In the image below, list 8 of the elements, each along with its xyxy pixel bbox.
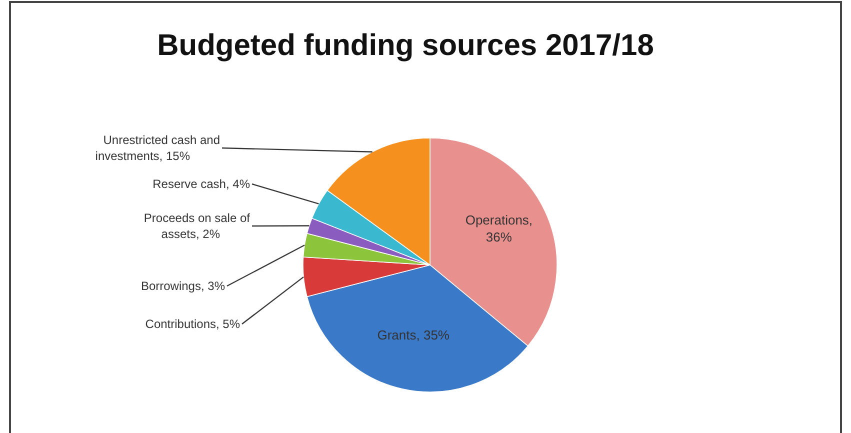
slice-label: Grants, 35% (377, 327, 450, 342)
slice-label: Reserve cash, 4% (152, 177, 250, 191)
slice-label: Unrestricted cash and investments, 15% (95, 133, 220, 163)
slice-label: Operations, 36% (465, 212, 533, 245)
slice-label: Proceeds on sale of assets, 2% (144, 211, 251, 241)
slice-label: Contributions, 5% (145, 317, 240, 331)
chart-title: Budgeted funding sources 2017/18 (157, 29, 654, 62)
slice-label: Borrowings, 3% (140, 279, 226, 293)
